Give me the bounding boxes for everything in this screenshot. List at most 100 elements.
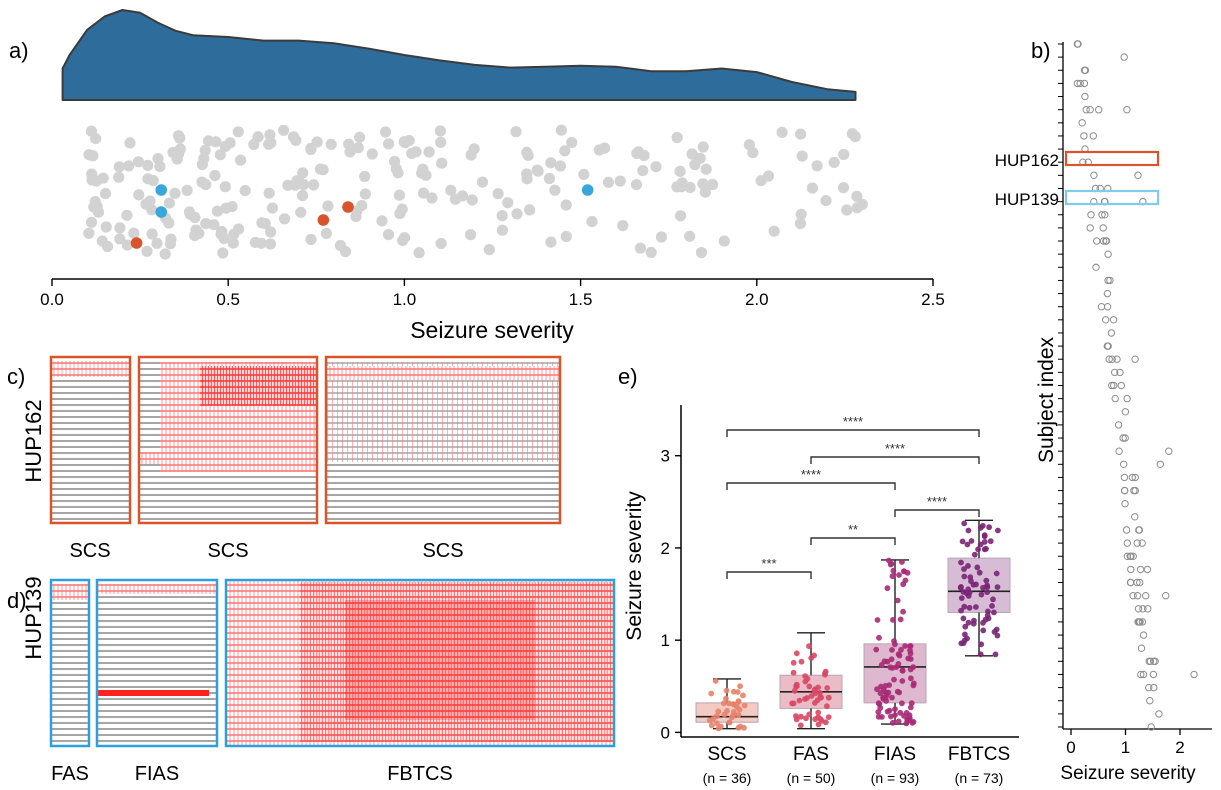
data-point-FIAS — [876, 701, 883, 707]
strip-point — [630, 179, 643, 191]
strip-point — [684, 181, 696, 194]
data-point-FBTCS — [974, 564, 981, 571]
subject-point — [1086, 106, 1094, 114]
strip-point — [856, 198, 868, 210]
data-point-FBTCS — [964, 635, 970, 642]
subject-point — [1089, 132, 1098, 140]
data-point-FAS — [803, 715, 809, 722]
strip-point — [637, 165, 649, 177]
strip-point — [560, 199, 572, 211]
data-point-FBTCS — [981, 546, 988, 553]
strip-point — [220, 202, 232, 214]
strip-point — [578, 168, 590, 180]
subject-point — [1111, 394, 1119, 403]
subject-point — [1097, 303, 1106, 311]
data-point-FAS — [811, 652, 817, 659]
y-tick-label-e: 2 — [661, 539, 670, 558]
strip-point — [602, 176, 615, 188]
data-point-SCS — [735, 712, 742, 718]
strip-point — [406, 147, 418, 159]
subject-point — [1136, 565, 1145, 574]
strip-point — [838, 148, 850, 161]
panel-a-label: a) — [9, 38, 29, 63]
strip-point — [210, 136, 222, 148]
subject-point — [1110, 381, 1118, 390]
subject-point — [1150, 683, 1158, 692]
strip-point — [718, 235, 730, 247]
panel-b-label: b) — [1031, 38, 1051, 63]
strip-point-hup162 — [130, 237, 143, 249]
subject-point — [1102, 237, 1111, 245]
data-point-SCS — [737, 683, 743, 690]
strip-point — [121, 239, 134, 251]
strip-point — [828, 156, 840, 168]
strip-point — [559, 145, 571, 157]
data-point-FBTCS — [984, 582, 990, 589]
subject-point — [1119, 434, 1127, 442]
data-point-FIAS — [873, 646, 880, 653]
strip-point — [265, 226, 277, 238]
data-point-FBTCS — [980, 627, 987, 634]
data-point-FBTCS — [961, 573, 968, 580]
strip-point — [235, 154, 247, 166]
strip-point — [795, 208, 807, 220]
strip-point — [466, 194, 478, 206]
strip-point — [435, 237, 447, 250]
strip-point — [217, 247, 229, 259]
data-point-FBTCS — [983, 577, 990, 584]
strip-point-hup139 — [155, 184, 168, 196]
data-point-FBTCS — [993, 570, 1000, 577]
strip-point — [555, 124, 568, 136]
significance-bracket — [726, 571, 812, 579]
subject-label-hup162: HUP162 — [995, 151, 1059, 170]
data-point-FAS — [789, 700, 795, 707]
strip-point — [233, 223, 245, 235]
strip-point — [794, 217, 807, 230]
strip-point — [124, 137, 136, 149]
strip-point — [434, 125, 446, 137]
subject-point — [1117, 381, 1126, 390]
subject-point — [1131, 513, 1139, 521]
data-point-FIAS — [891, 638, 897, 644]
strip-point — [183, 206, 196, 218]
eeg-trace-c3 — [324, 355, 562, 525]
x-tick-label-a: 0.5 — [216, 290, 240, 309]
significance-label: **** — [843, 414, 863, 429]
subject-point — [1120, 53, 1128, 61]
strip-point — [492, 188, 504, 200]
strip-point — [354, 131, 366, 143]
subject-point — [1123, 539, 1132, 547]
data-point-FIAS — [889, 665, 896, 671]
significance-bracket — [726, 429, 980, 437]
panel-d-seizure-label-2: FIAS — [135, 763, 179, 785]
data-point-FBTCS — [962, 623, 969, 630]
subject-point — [1121, 408, 1130, 416]
significance-bracket — [726, 482, 896, 490]
strip-point — [264, 238, 277, 250]
subject-point — [1123, 394, 1131, 403]
strip-point — [114, 233, 126, 245]
strip-point — [325, 138, 337, 150]
strip-point — [465, 229, 477, 241]
strip-point — [436, 157, 448, 169]
data-point-SCS — [730, 688, 737, 695]
data-point-FBTCS — [984, 589, 991, 596]
strip-point — [645, 246, 657, 258]
strip-point — [196, 176, 208, 188]
highlight-box-hup139 — [1064, 189, 1160, 206]
data-point-FAS — [790, 669, 797, 676]
strip-point — [416, 167, 428, 179]
strip-point — [123, 160, 135, 172]
strip-point — [96, 235, 108, 247]
subject-point — [1130, 486, 1138, 495]
strip-point — [376, 215, 388, 227]
strip-point — [707, 178, 719, 191]
strip-point — [132, 156, 145, 168]
subject-point — [1128, 473, 1137, 482]
highlight-box-hup162 — [1064, 150, 1160, 167]
data-point-FIAS — [907, 656, 914, 662]
subject-point — [1115, 447, 1123, 455]
subject-point — [1098, 211, 1106, 219]
x-tick-label-e: FAS — [793, 744, 829, 765]
data-point-FBTCS — [980, 619, 986, 626]
